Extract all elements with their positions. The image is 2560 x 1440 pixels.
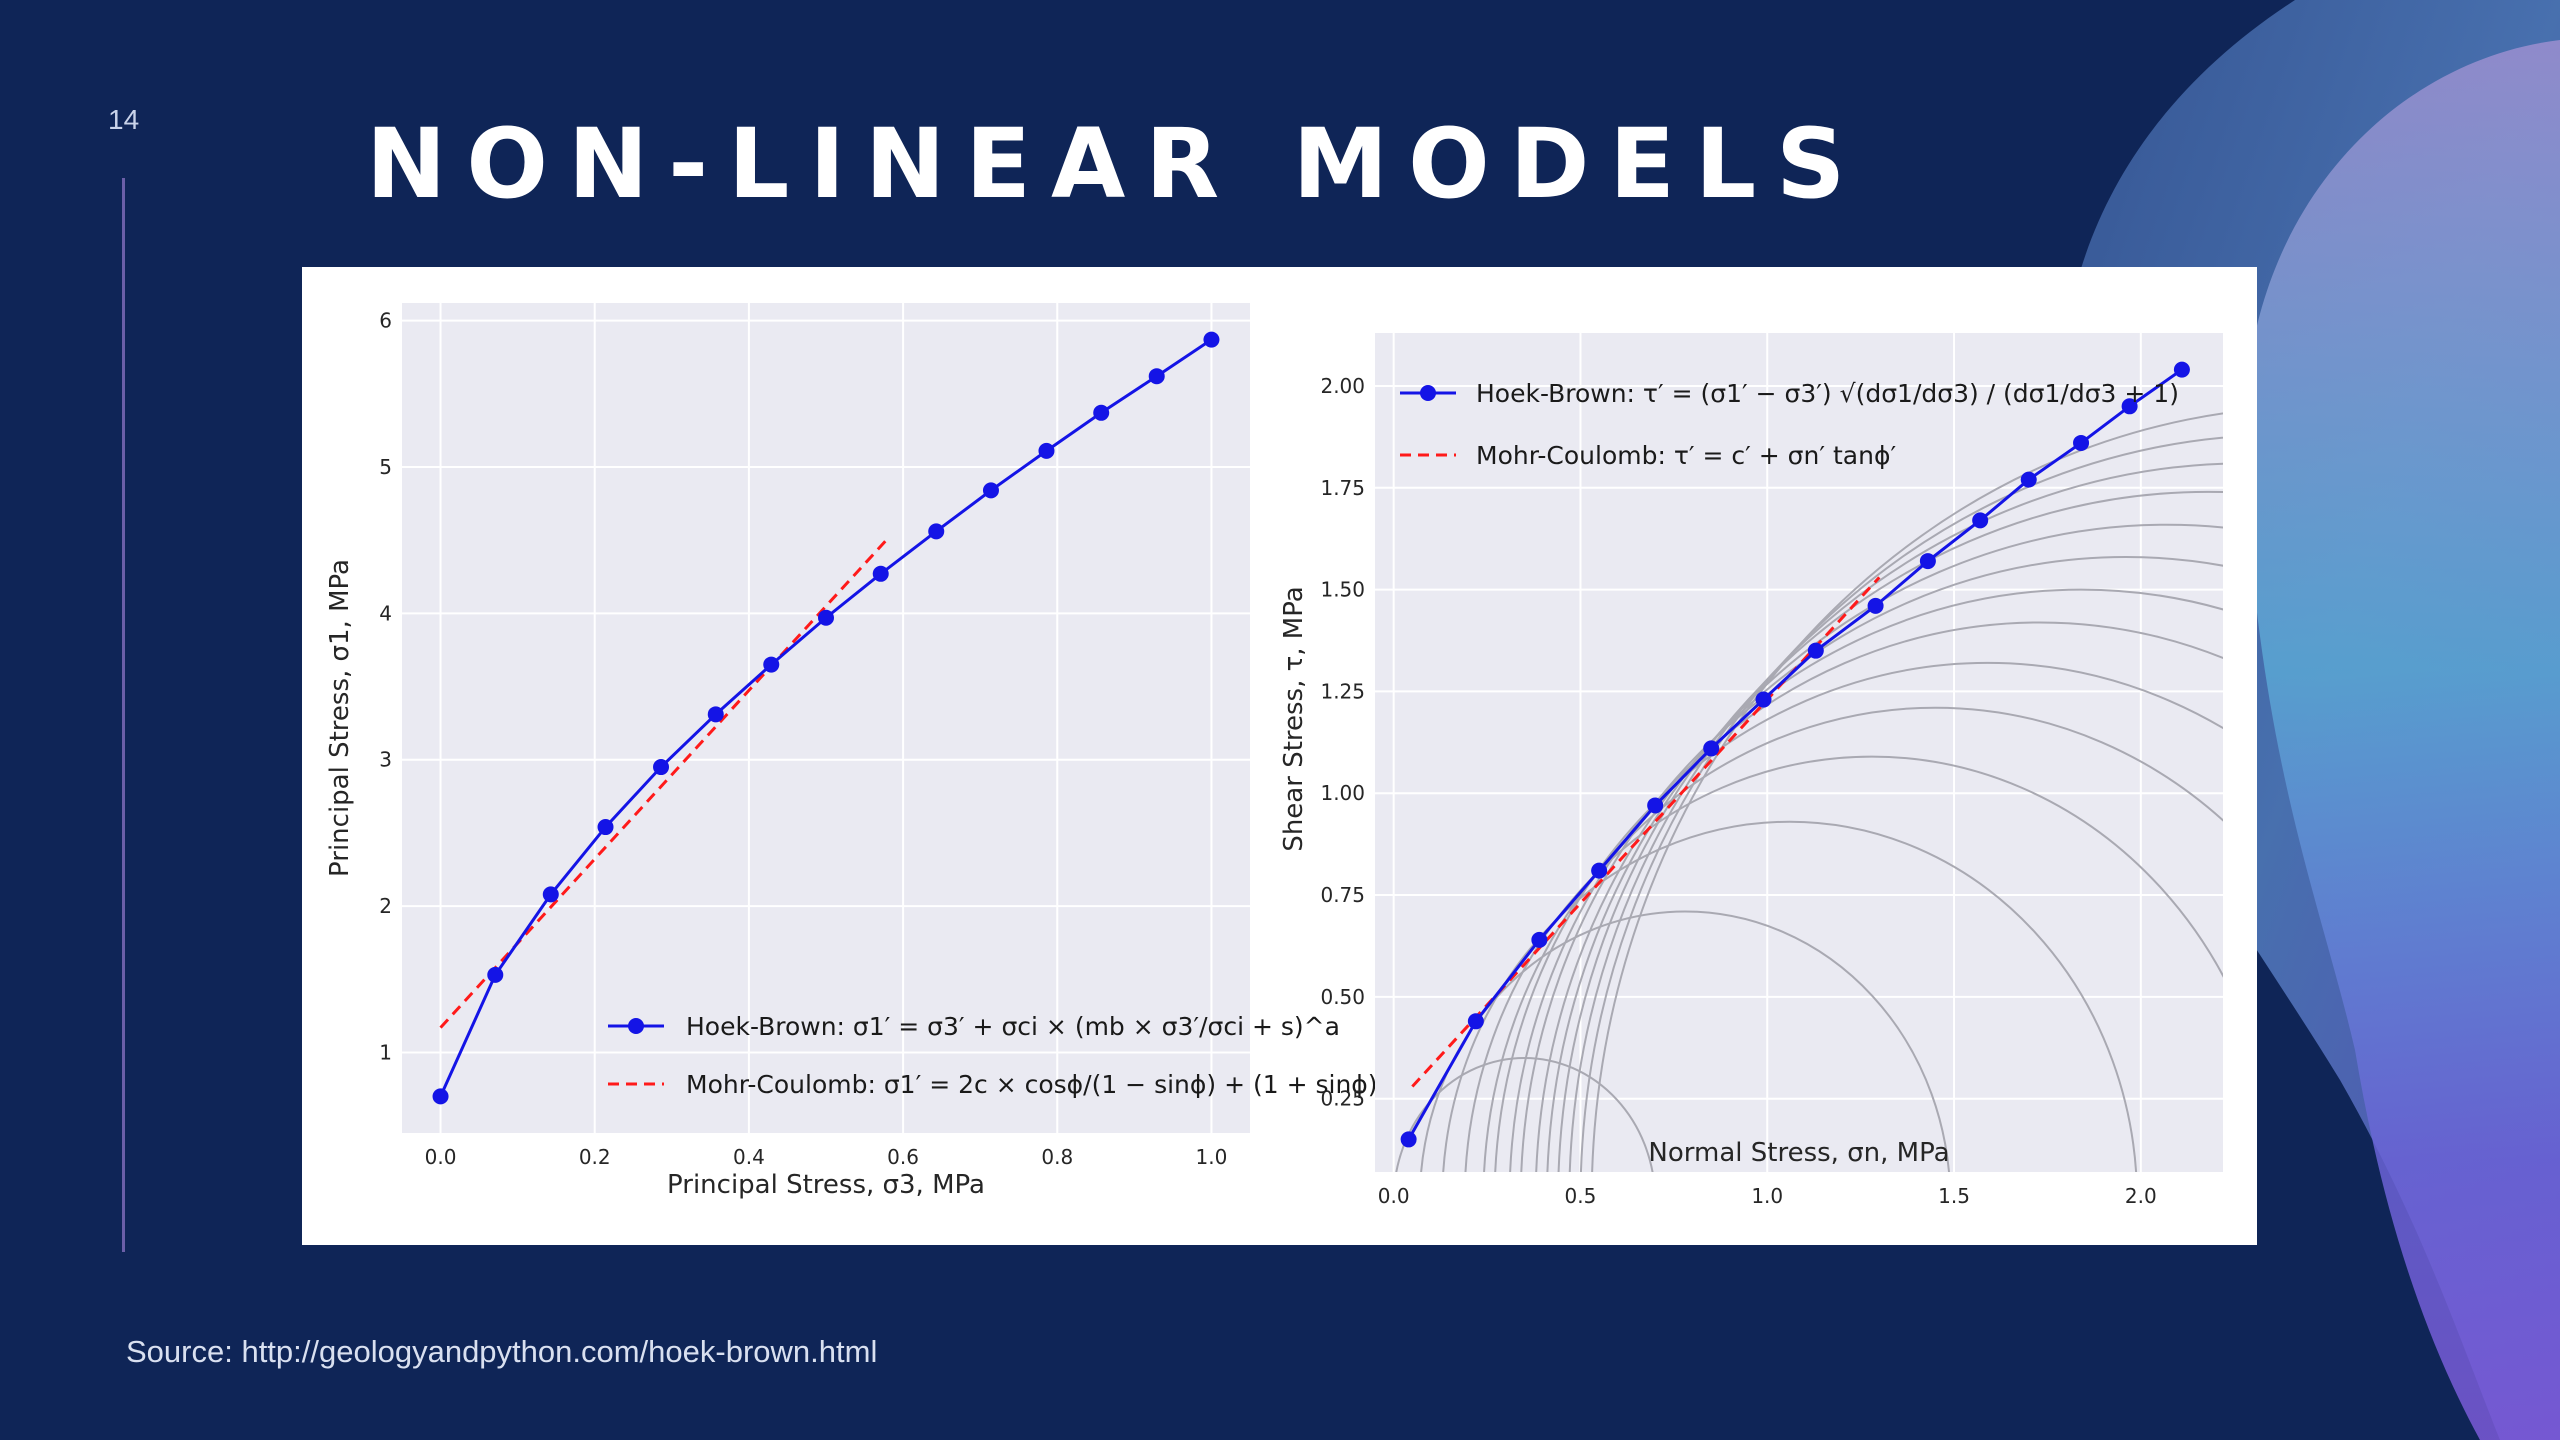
chart2-x-ticks: 0.0 0.5 1.0 1.5 2.0 (1378, 1184, 2157, 1208)
chart2-hoek-brown-point (1867, 597, 1884, 614)
chart1-hoek-brown-point (1148, 368, 1165, 385)
chart2-legend: Hoek-Brown: τ′ = (σ1′ − σ3′) √(dσ1/dσ3) … (1400, 379, 2179, 470)
chart2-y-tick-label: 1.00 (1320, 781, 1365, 805)
chart1-hoek-brown-point (487, 966, 504, 983)
mohr-circle (1580, 436, 2223, 1172)
chart2-x-tick-label: 2.0 (2125, 1184, 2157, 1208)
chart2-x-tick-label: 1.0 (1751, 1184, 1783, 1208)
chart1-y-tick-label: 4 (379, 601, 392, 625)
chart2-y-tick-label: 1.25 (1320, 679, 1365, 703)
chart1-y-tick-label: 5 (379, 455, 392, 479)
chart1-y-tick-label: 2 (379, 894, 392, 918)
chart1-legend-hoek-brown: Hoek-Brown: σ1′ = σ3′ + σci × (mb × σ3′/… (686, 1012, 1340, 1041)
charts-svg: 0.0 0.2 0.4 0.6 0.8 1.0 1 2 3 4 5 6 Principal Stre… (325, 303, 2223, 1208)
chart1-hoek-brown-point (982, 482, 999, 499)
chart1-x-tick-label: 1.0 (1196, 1145, 1228, 1169)
chart2-x-axis-label: Normal Stress, σn, MPa (1648, 1138, 1949, 1168)
chart1-y-tick-label: 3 (379, 748, 392, 772)
chart1-hoek-brown-point (597, 819, 614, 836)
chart1-x-tick-label: 0.6 (887, 1145, 919, 1169)
chart2-hoek-brown-point (1400, 1131, 1417, 1148)
mohr-circle (1442, 820, 2138, 1172)
chart1-y-axis-label: Principal Stress, σ1, MPa (325, 559, 355, 877)
chart1-hoek-brown-points (432, 331, 1220, 1105)
chart-shear-stress: 0.0 0.5 1.0 1.5 2.0 0.25 0.50 0.75 1.00 1.25 1.50… (1279, 333, 2223, 1208)
figure-panel: 0.0 0.2 0.4 0.6 0.8 1.0 1 2 3 4 5 6 Principal Stre… (302, 267, 2257, 1245)
slide-title: NON-LINEAR MODELS (366, 108, 1866, 220)
chart2-hoek-brown-point (2073, 434, 2090, 451)
chart1-hoek-brown-point (928, 523, 945, 540)
chart1-hoek-brown-point (872, 565, 889, 582)
chart2-legend-mohr-coulomb: Mohr-Coulomb: τ′ = c′ + σn′ tanϕ′ (1476, 441, 1896, 470)
chart1-x-axis-label: Principal Stress, σ3, MPa (667, 1170, 985, 1200)
chart2-hoek-brown-points (1400, 361, 2190, 1148)
chart1-hoek-brown-point (432, 1088, 449, 1105)
chart1-hoek-brown-point (1203, 331, 1220, 348)
chart2-hoek-brown-point (1703, 740, 1720, 757)
chart2-y-tick-label: 1.75 (1320, 476, 1365, 500)
chart1-y-tick-label: 1 (379, 1040, 392, 1064)
chart1-x-tick-label: 0.0 (425, 1145, 457, 1169)
chart2-y-tick-label: 2.00 (1320, 374, 1365, 398)
wave-shape-front (2244, 40, 2560, 1440)
chart1-y-ticks: 1 2 3 4 5 6 (379, 309, 392, 1065)
chart1-legend-marker-hb (628, 1018, 644, 1034)
chart2-y-tick-label: 0.75 (1320, 883, 1365, 907)
chart2-grid (1375, 333, 2223, 1172)
chart1-plot-area (402, 303, 1250, 1133)
slide-number: 14 (108, 104, 140, 135)
mohr-circle (1557, 490, 2223, 1172)
mohr-circle (1483, 706, 2223, 1172)
mohr-circle (1464, 755, 2223, 1172)
mohr-circle (1494, 661, 2223, 1172)
chart1-hoek-brown-point (818, 609, 834, 626)
chart1-hoek-brown-point (707, 706, 724, 723)
chart1-x-ticks: 0.0 0.2 0.4 0.6 0.8 1.0 (425, 1145, 1228, 1169)
chart2-plot-area (1375, 333, 2223, 1172)
chart2-hoek-brown-point (2121, 398, 2138, 415)
chart1-y-tick-label: 6 (379, 309, 392, 333)
chart2-x-tick-label: 1.5 (1938, 1184, 1970, 1208)
chart2-y-ticks: 0.25 0.50 0.75 1.00 1.25 1.50 1.75 2.00 (1320, 374, 1365, 1111)
chart2-mohr-circles (1395, 412, 2223, 1172)
chart2-y-axis-label: Shear Stress, τ, MPa (1279, 586, 1309, 851)
chart1-hoek-brown-point (542, 886, 559, 903)
chart2-hoek-brown-point (1467, 1013, 1484, 1030)
chart1-hoek-brown-point (653, 759, 670, 776)
chart1-hoek-brown-point (1093, 404, 1110, 421)
chart1-hoek-brown-point (763, 656, 780, 673)
mohr-circle (1546, 523, 2223, 1172)
chart1-x-tick-label: 0.2 (579, 1145, 611, 1169)
chart2-hoek-brown-point (1972, 512, 1989, 529)
mohr-circle (1591, 412, 2223, 1172)
chart2-x-tick-label: 0.0 (1378, 1184, 1410, 1208)
vertical-divider (122, 178, 125, 1252)
chart2-x-tick-label: 0.5 (1565, 1184, 1597, 1208)
chart2-y-tick-label: 0.50 (1320, 985, 1365, 1009)
chart-principal-stress: 0.0 0.2 0.4 0.6 0.8 1.0 1 2 3 4 5 6 Principal Stre… (325, 303, 1579, 1200)
mohr-circle (1535, 556, 2223, 1172)
chart1-x-tick-label: 0.4 (733, 1145, 765, 1169)
chart2-hoek-brown-point (1807, 642, 1824, 659)
source-citation: Source: http://geologyandpython.com/hoek… (126, 1334, 878, 1369)
chart2-hoek-brown-point (2020, 471, 2037, 488)
chart1-hoek-brown-point (1038, 442, 1055, 459)
chart2-y-tick-label: 1.50 (1320, 578, 1365, 602)
chart1-x-tick-label: 0.8 (1041, 1145, 1073, 1169)
mohr-circle (1520, 588, 2223, 1172)
chart2-hoek-brown-point (1531, 931, 1548, 948)
chart2-hoek-brown-point (1919, 553, 1936, 570)
chart2-hoek-brown-point (1647, 797, 1664, 814)
chart2-hoek-brown-point (2173, 361, 2190, 378)
chart2-hoek-brown-point (1755, 691, 1772, 708)
chart2-legend-hoek-brown: Hoek-Brown: τ′ = (σ1′ − σ3′) √(dσ1/dσ3) … (1476, 379, 2179, 408)
chart2-y-tick-label: 0.25 (1320, 1087, 1365, 1111)
chart2-hoek-brown-point (1591, 862, 1608, 879)
chart2-legend-marker-hb (1420, 385, 1436, 401)
mohr-circle (1509, 621, 2223, 1172)
